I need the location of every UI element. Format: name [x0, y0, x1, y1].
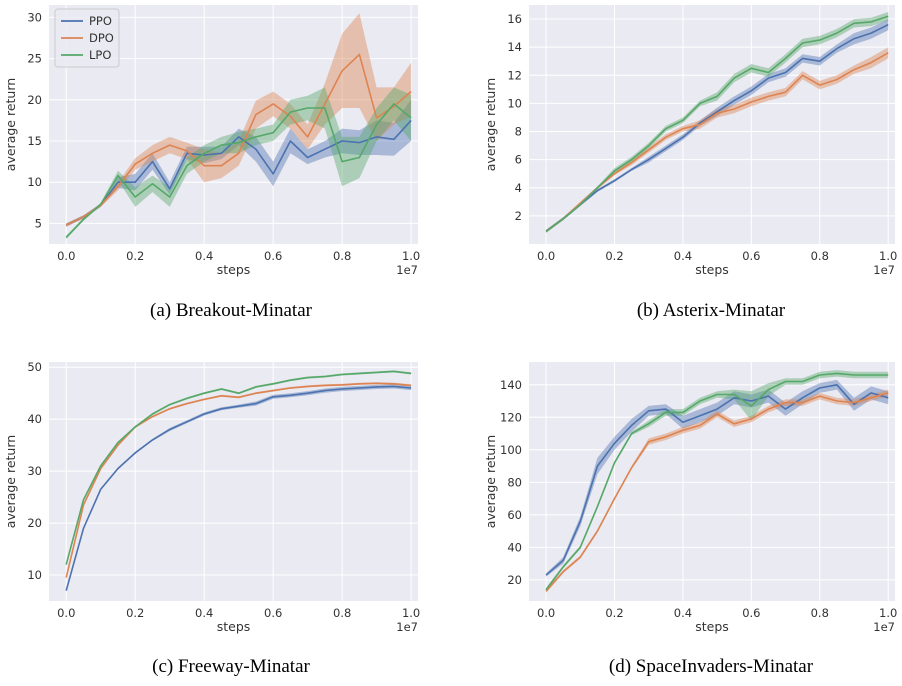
y-axis-label: average return	[3, 435, 18, 528]
panel-breakout: 0.0 0.2 0.4 0.6 0.8 1.0 5 10 15 20 25 30 steps averag…	[3, 5, 420, 277]
plot-area	[529, 5, 895, 244]
caption-d: (d) SpaceInvaders-Minatar	[609, 656, 814, 677]
band-dpo	[546, 47, 889, 233]
series-line-dpo	[65, 53, 412, 226]
series-line-dpo	[545, 392, 889, 592]
series-line-dpo	[65, 382, 412, 578]
series-line-ppo	[545, 23, 889, 232]
panel-asterix: 0.0 0.2 0.4 0.6 0.8 1.0 2 4 6 8 10 12 14 16 steps avera…	[483, 5, 897, 277]
x-tick-label: 1.0	[402, 249, 420, 263]
x-tick-label: 0.4	[674, 606, 692, 620]
x-tick-label: 0.2	[605, 606, 623, 620]
series-line-lpo	[65, 103, 412, 238]
x-tick-label: 0.4	[674, 249, 692, 263]
band-ppo	[546, 19, 889, 233]
x-tick-label: 0.0	[57, 606, 75, 620]
x-offset-label: 1e7	[396, 620, 418, 634]
x-tick-label: 0.6	[264, 606, 282, 620]
y-tick-label: 20	[27, 516, 42, 530]
series-line-lpo	[545, 372, 889, 591]
x-axis-label: steps	[217, 619, 251, 634]
y-tick-label: 60	[507, 508, 522, 522]
x-axis-label: steps	[695, 262, 729, 277]
y-tick-label: 16	[507, 12, 522, 26]
y-tick-label: 10	[507, 96, 522, 110]
panel-freeway: 0.0 0.2 0.4 0.6 0.8 1.0 10 20 30 40 50 steps average…	[3, 360, 420, 634]
x-tick-label: 1.0	[402, 606, 420, 620]
x-offset-label: 1e7	[396, 263, 418, 277]
legend-label-ppo: PPO	[89, 14, 112, 28]
y-tick-label: 50	[27, 360, 42, 374]
x-tick-label: 0.4	[195, 249, 213, 263]
y-tick-label: 20	[507, 573, 522, 587]
y-tick-label: 120	[500, 410, 522, 424]
x-tick-label: 0.6	[742, 606, 760, 620]
y-tick-label: 40	[507, 540, 522, 554]
x-tick-label: 0.8	[811, 606, 829, 620]
caption-c: (c) Freeway-Minatar	[152, 656, 310, 677]
x-tick-label: 0.8	[333, 249, 351, 263]
y-tick-label: 6	[515, 153, 522, 167]
y-axis-label: average return	[483, 435, 498, 528]
y-tick-label: 14	[507, 40, 522, 54]
band-lpo	[66, 87, 412, 240]
series-line-ppo	[65, 385, 412, 591]
y-tick-label: 2	[515, 209, 522, 223]
y-axis-label: average return	[483, 78, 498, 171]
x-tick-label: 0.6	[742, 249, 760, 263]
y-tick-label: 20	[27, 93, 42, 107]
series-line-lpo	[65, 370, 412, 565]
legend-label-dpo: DPO	[89, 31, 114, 45]
caption-a: (a) Breakout-Minatar	[150, 300, 313, 321]
y-tick-label: 25	[27, 52, 42, 66]
y-tick-label: 12	[507, 68, 522, 82]
x-tick-label: 1.0	[879, 606, 897, 620]
y-tick-label: 30	[27, 464, 42, 478]
x-tick-label: 0.0	[537, 606, 555, 620]
y-tick-label: 5	[35, 216, 42, 230]
caption-b: (b) Asterix-Minatar	[637, 300, 786, 321]
x-tick-label: 0.8	[811, 249, 829, 263]
y-tick-label: 80	[507, 475, 522, 489]
x-tick-label: 0.2	[126, 606, 144, 620]
x-offset-label: 1e7	[873, 263, 895, 277]
legend-label-lpo: LPO	[89, 48, 111, 62]
x-tick-label: 0.2	[605, 249, 623, 263]
x-tick-label: 1.0	[879, 249, 897, 263]
x-tick-label: 0.0	[537, 249, 555, 263]
x-tick-label: 0.4	[195, 606, 213, 620]
x-offset-label: 1e7	[873, 620, 895, 634]
y-tick-label: 10	[27, 568, 42, 582]
y-tick-label: 30	[27, 10, 42, 24]
y-tick-label: 8	[515, 125, 522, 139]
y-tick-label: 15	[27, 134, 42, 148]
panel-spaceinvaders: 0.0 0.2 0.4 0.6 0.8 1.0 20 40 60 80 100 120 140 steps…	[483, 362, 897, 634]
x-tick-label: 0.8	[333, 606, 351, 620]
y-tick-label: 4	[515, 181, 522, 195]
x-axis-label: steps	[695, 619, 729, 634]
y-axis-label: average return	[3, 78, 18, 171]
band-ppo	[546, 379, 889, 577]
legend: PPO DPO LPO	[54, 8, 120, 68]
x-tick-label: 0.6	[264, 249, 282, 263]
y-tick-label: 100	[500, 443, 522, 457]
legend-box	[54, 8, 120, 68]
y-tick-label: 10	[27, 175, 42, 189]
x-tick-label: 0.2	[126, 249, 144, 263]
x-tick-label: 0.0	[57, 249, 75, 263]
series-line-lpo	[545, 15, 889, 232]
y-tick-label: 140	[500, 378, 522, 392]
plot-area	[49, 362, 418, 601]
plot-area	[529, 362, 895, 601]
x-axis-label: steps	[217, 262, 251, 277]
series-line-ppo	[545, 384, 889, 576]
y-tick-label: 40	[27, 412, 42, 426]
